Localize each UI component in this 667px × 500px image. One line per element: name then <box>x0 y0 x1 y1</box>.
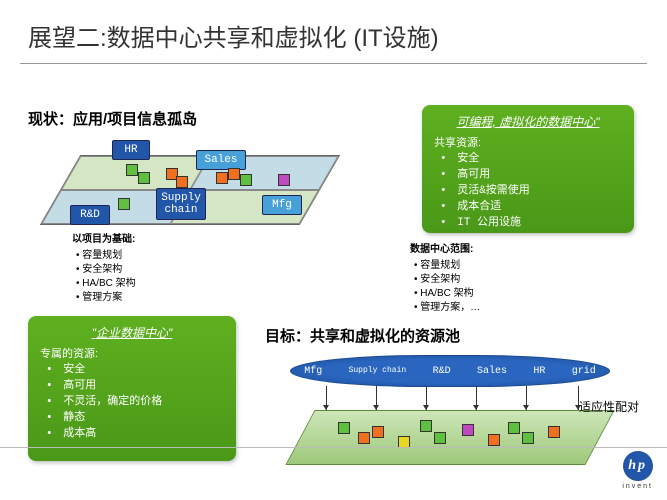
oval-label: Mfg <box>304 366 322 377</box>
panel-title: "企业数据中心" <box>40 324 224 341</box>
list-item: 高可用 <box>46 379 224 395</box>
server-icon <box>278 174 290 186</box>
arrow-icon <box>526 386 527 412</box>
slide-title: 展望二:数据中心共享和虚拟化 (IT设施) <box>0 0 667 63</box>
app-mfg: Mfg <box>262 195 302 215</box>
target-label: 目标：共享和虚拟化的资源池 <box>265 325 460 346</box>
server-icon <box>372 426 384 438</box>
server-icon <box>240 174 252 186</box>
list-item: 安全架构 <box>76 263 136 277</box>
list-item: HA/BC 架构 <box>76 277 136 291</box>
oval-label: grid <box>572 366 596 377</box>
list-item: 管理方案，… <box>414 301 480 315</box>
app-sales: Sales <box>196 150 246 170</box>
adapt-label: 适应性配对 <box>579 398 639 415</box>
server-icon <box>522 432 534 444</box>
server-icon <box>338 422 350 434</box>
oval-label: Supply chain <box>349 367 407 375</box>
dc-bullets-title: 数据中心范围: <box>410 243 480 257</box>
project-bullets-title: 以项目为基础: <box>72 233 136 247</box>
list-item: 管理方案 <box>76 291 136 305</box>
arrow-icon <box>426 386 427 412</box>
title-divider <box>20 63 647 64</box>
enterprise-dc-panel: "企业数据中心" 专属的资源: 安全 高可用 不灵活，确定的价格 静态 成本高 <box>28 316 236 461</box>
app-supply-chain: Supply chain <box>156 188 206 220</box>
list-item: 安全架构 <box>414 273 480 287</box>
list-item: 容量规划 <box>76 249 136 263</box>
list-item: 容量规划 <box>414 259 480 273</box>
hp-logo-tag: invent <box>622 483 653 490</box>
dc-bullets: 数据中心范围: 容量规划 安全架构 HA/BC 架构 管理方案，… <box>410 243 480 315</box>
panel-title: 可编程, 虚拟化的数据中心" <box>434 113 622 130</box>
list-item: IT 公用设施 <box>440 216 622 232</box>
hp-logo: hp invent <box>622 451 653 490</box>
arrow-icon <box>326 386 327 412</box>
list-item: 不灵活，确定的价格 <box>46 395 224 411</box>
panel-subtitle: 共享资源: <box>434 134 622 150</box>
list-item: 灵活&按需使用 <box>440 184 622 200</box>
oval-label: Sales <box>477 366 507 377</box>
shared-pool-oval: Mfg Supply chain R&D Sales HR grid <box>290 355 610 387</box>
panel-subtitle: 专属的资源: <box>40 345 224 361</box>
server-icon <box>176 176 188 188</box>
hp-logo-mark: hp <box>623 451 653 481</box>
list-item: HA/BC 架构 <box>414 287 480 301</box>
slide: 展望二:数据中心共享和虚拟化 (IT设施) 现状：应用/项目信息孤岛 目标：共享… <box>0 0 667 500</box>
app-rd: R&D <box>70 205 110 225</box>
server-icon <box>216 172 228 184</box>
server-icon <box>138 172 150 184</box>
server-icon <box>434 432 446 444</box>
footer-divider <box>0 447 667 448</box>
list-item: 高可用 <box>440 168 622 184</box>
server-icon <box>420 420 432 432</box>
list-item: 静态 <box>46 411 224 427</box>
list-item: 成本高 <box>46 427 224 443</box>
list-item: 安全 <box>46 363 224 379</box>
list-item: 安全 <box>440 152 622 168</box>
project-bullets: 以项目为基础: 容量规划 安全架构 HA/BC 架构 管理方案 <box>72 233 136 305</box>
oval-label: HR <box>533 366 545 377</box>
server-icon <box>228 168 240 180</box>
app-hr: HR <box>112 140 150 160</box>
server-icon <box>118 198 130 210</box>
oval-label: R&D <box>433 366 451 377</box>
server-icon <box>358 432 370 444</box>
current-status-label: 现状：应用/项目信息孤岛 <box>28 108 197 129</box>
server-icon <box>508 422 520 434</box>
server-icon <box>548 426 560 438</box>
server-icon <box>488 434 500 446</box>
server-icon <box>462 424 474 436</box>
list-item: 成本合适 <box>440 200 622 216</box>
server-icon <box>126 164 138 176</box>
virtual-dc-panel: 可编程, 虚拟化的数据中心" 共享资源: 安全 高可用 灵活&按需使用 成本合适… <box>422 105 634 233</box>
arrow-icon <box>476 386 477 412</box>
arrow-icon <box>376 386 377 412</box>
